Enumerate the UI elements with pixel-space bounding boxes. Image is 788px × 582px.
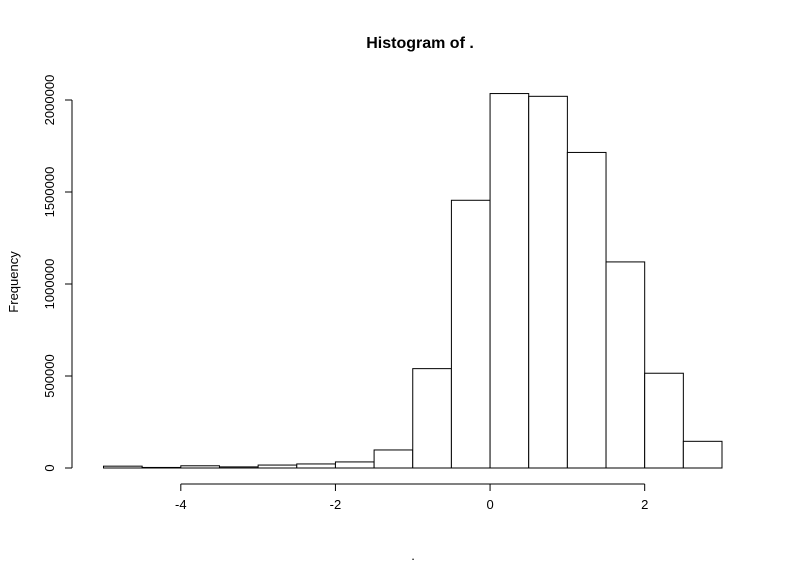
bar — [682, 440, 723, 469]
y-tick-label: 2000000 — [42, 75, 57, 126]
y-tick-label: 500000 — [42, 354, 57, 397]
x-tick-label: -4 — [175, 497, 187, 512]
bar — [373, 449, 414, 469]
bar — [257, 464, 298, 469]
x-tick-label: 2 — [641, 497, 648, 512]
bar — [103, 465, 143, 469]
y-tick-label: 1500000 — [42, 167, 57, 218]
bar — [644, 372, 684, 469]
x-tick-label: -2 — [330, 497, 342, 512]
bar — [412, 368, 452, 469]
bar — [334, 461, 375, 469]
x-tick-label: 0 — [486, 497, 493, 512]
y-axis-label: Frequency — [6, 251, 21, 313]
bar — [489, 93, 530, 469]
bar — [218, 466, 259, 469]
x-axis-label: . — [411, 548, 415, 563]
bar — [528, 95, 568, 469]
bar — [605, 261, 646, 469]
y-tick-label: 0 — [42, 464, 57, 471]
bar — [296, 463, 336, 469]
bar — [450, 199, 491, 469]
bar — [141, 466, 182, 469]
y-tick-label: 1000000 — [42, 259, 57, 310]
bar — [566, 151, 607, 469]
bar — [180, 465, 220, 469]
chart-title: Histogram of . — [366, 35, 474, 52]
